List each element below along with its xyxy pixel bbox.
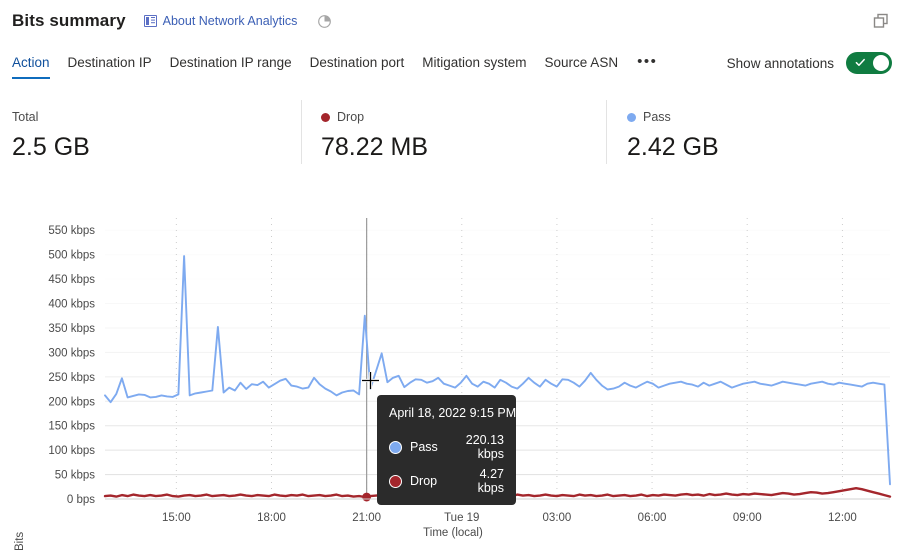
drop-legend-dot	[321, 112, 330, 122]
x-axis-title: Time (local)	[423, 527, 483, 539]
stat-drop-label: Drop	[337, 110, 365, 124]
chart-tooltip: April 18, 2022 9:15 PM Pass 220.13 kbps …	[377, 395, 516, 505]
tooltip-drop-value: 4.27 kbps	[477, 467, 504, 495]
toggle-knob	[873, 55, 889, 71]
crosshair-cursor	[362, 372, 379, 389]
y-axis-tick-label: 200 kbps	[48, 396, 95, 408]
tooltip-pass-value: 220.13 kbps	[465, 433, 504, 461]
x-axis-tick-label: Tue 19	[444, 512, 479, 524]
stat-drop-label-row: Drop	[321, 109, 606, 125]
stat-total: Total 2.5 GB	[0, 98, 301, 176]
x-axis-tick-label: 12:00	[828, 512, 857, 524]
y-axis-tick-label: 100 kbps	[48, 445, 95, 457]
stat-pass-label-row: Pass	[627, 109, 906, 125]
x-axis-tick-label: 03:00	[543, 512, 572, 524]
stat-pass-value: 2.42 GB	[627, 133, 719, 161]
y-axis-tick-label: 400 kbps	[48, 299, 95, 311]
hover-marker-drop	[362, 492, 372, 502]
tab-bar: Action Destination IP Destination IP ran…	[12, 54, 665, 79]
tab-overflow-icon[interactable]: •••	[637, 53, 658, 70]
y-axis-tick-label: 0 bps	[67, 494, 95, 506]
tooltip-drop-label: Drop	[410, 474, 438, 488]
tooltip-pass-dot	[389, 440, 402, 454]
tab-destination-ip[interactable]: Destination IP	[67, 55, 152, 70]
about-link-label: About Network Analytics	[162, 14, 298, 28]
about-network-analytics-link[interactable]: About Network Analytics	[143, 13, 298, 29]
x-axis-tick-label: 15:00	[162, 512, 191, 524]
tooltip-timestamp: April 18, 2022 9:15 PM	[389, 406, 517, 420]
y-axis-tick-label: 50 kbps	[55, 470, 96, 482]
x-axis-tick-label: 18:00	[257, 512, 286, 524]
panel-header: Bits summary About Network Analytics	[12, 10, 332, 32]
y-axis-tick-label: 500 kbps	[48, 250, 95, 262]
series-line-pass	[104, 255, 891, 486]
tooltip-row-drop: Drop 4.27 kbps	[389, 467, 504, 495]
y-axis-tick-label: 250 kbps	[48, 372, 95, 384]
book-icon	[143, 15, 157, 27]
x-axis-tick-label: 21:00	[352, 512, 381, 524]
tooltip-drop-dot	[389, 474, 402, 488]
show-annotations-control: Show annotations	[727, 52, 892, 74]
show-annotations-toggle[interactable]	[846, 52, 892, 74]
popout-expand-icon[interactable]	[870, 10, 892, 32]
stat-total-label: Total	[12, 110, 39, 124]
tab-source-asn[interactable]: Source ASN	[544, 55, 619, 70]
pie-chart-icon[interactable]	[317, 14, 332, 29]
x-axis-tick-label: 06:00	[638, 512, 667, 524]
x-axis-tick-label: 09:00	[733, 512, 762, 524]
tab-destination-ip-range[interactable]: Destination IP range	[169, 55, 292, 70]
tab-action[interactable]: Action	[12, 54, 59, 79]
stat-total-value: 2.5 GB	[12, 133, 90, 161]
y-axis-tick-label: 300 kbps	[48, 347, 95, 359]
tooltip-pass-label: Pass	[410, 440, 438, 454]
check-icon	[855, 58, 865, 66]
tooltip-rows: Pass 220.13 kbps Drop 4.27 kbps	[389, 433, 504, 495]
y-axis-tick-label: 550 kbps	[48, 225, 95, 237]
tooltip-row-pass: Pass 220.13 kbps	[389, 433, 504, 461]
y-axis-tick-label: 450 kbps	[48, 274, 95, 286]
stat-pass-label: Pass	[643, 110, 671, 124]
y-axis-tick-label: 350 kbps	[48, 323, 95, 335]
stat-drop: Drop 78.22 MB	[301, 98, 606, 176]
stat-drop-value: 78.22 MB	[321, 133, 429, 161]
y-axis-tick-label: 150 kbps	[48, 421, 95, 433]
stat-pass: Pass 2.42 GB	[606, 98, 906, 176]
summary-stats: Total 2.5 GB Drop 78.22 MB Pass 2.42 GB	[0, 98, 906, 176]
page-title: Bits summary	[12, 11, 126, 30]
show-annotations-label: Show annotations	[726, 55, 834, 71]
tab-destination-port[interactable]: Destination port	[309, 55, 405, 70]
pass-legend-dot	[627, 112, 636, 122]
tab-mitigation-system[interactable]: Mitigation system	[422, 55, 527, 70]
